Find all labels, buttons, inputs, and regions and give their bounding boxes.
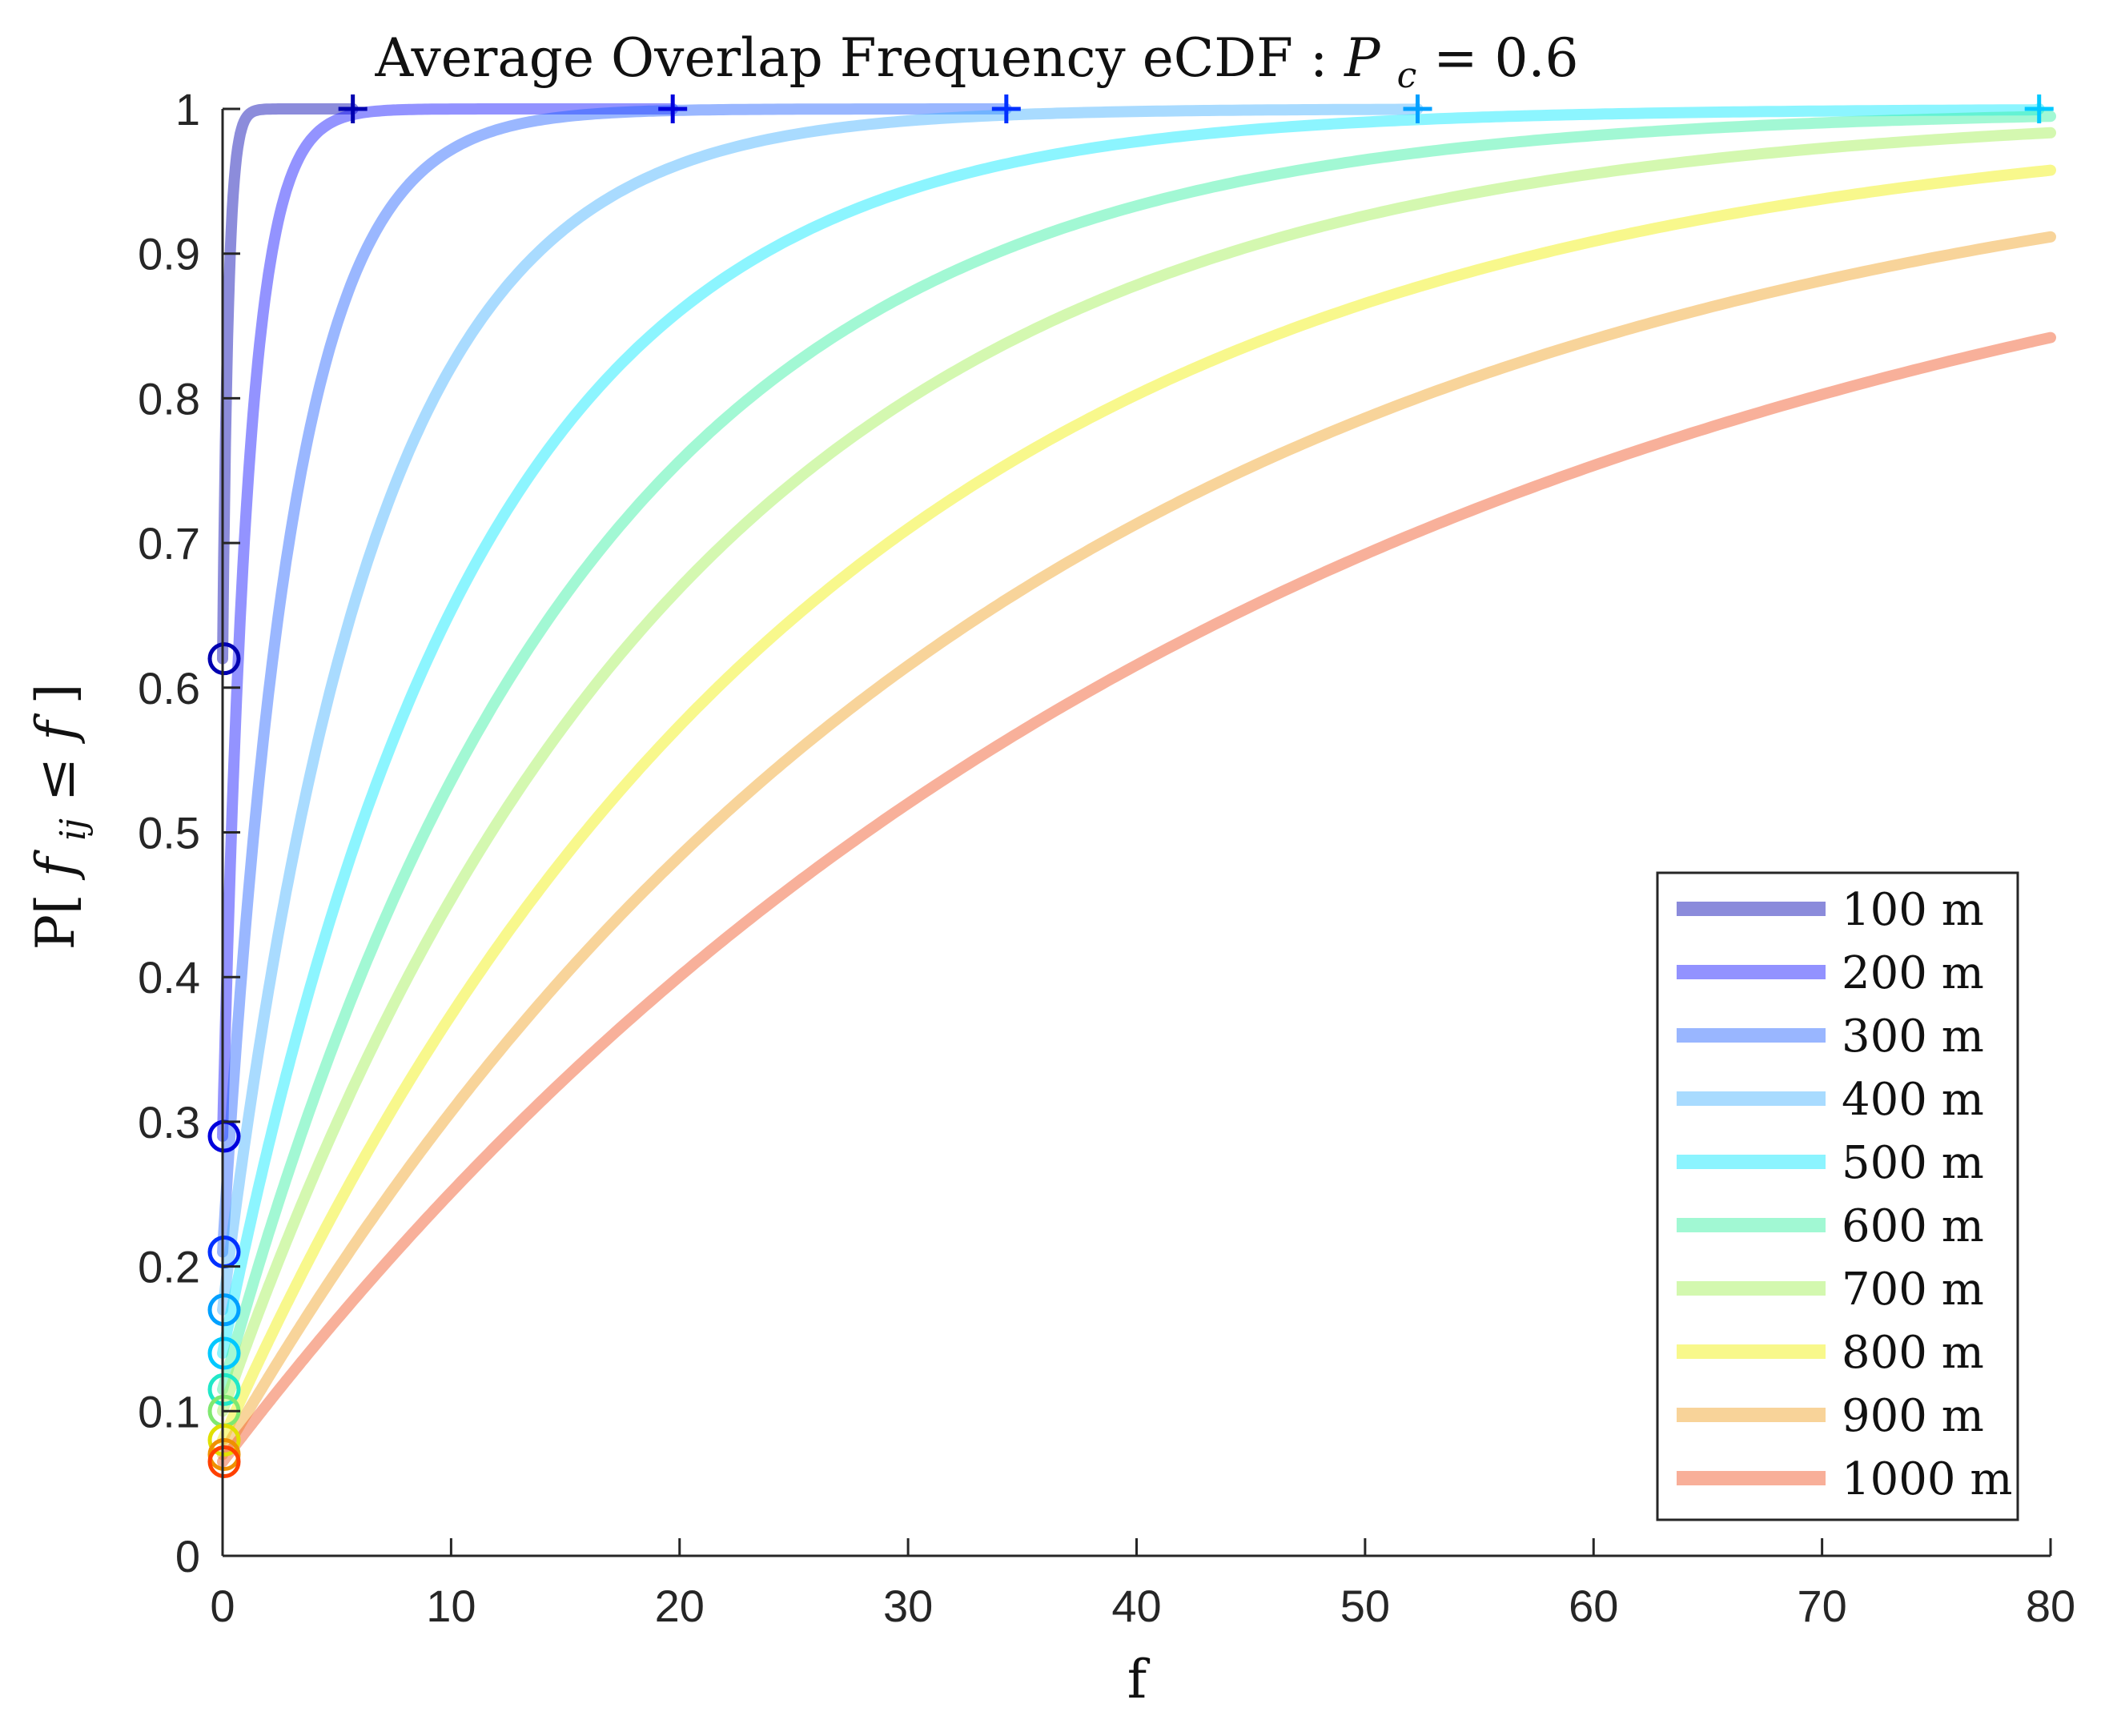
series-line-800-m xyxy=(217,164,2056,1446)
y-label-symbol: f xyxy=(25,849,86,881)
series-line-400-m xyxy=(217,103,1424,1316)
series-line-100-m xyxy=(217,103,359,665)
legend-label: 500 m xyxy=(1842,1137,1984,1189)
x-tick-label: 20 xyxy=(655,1581,705,1631)
series-line-500-m xyxy=(217,103,2045,1360)
y-tick-label: 0.3 xyxy=(138,1097,200,1147)
y-label-open: P[ xyxy=(25,894,86,950)
x-axis-label: f xyxy=(1127,1649,1151,1710)
start-marker-600-m xyxy=(207,1372,241,1406)
title-subscript: c xyxy=(1397,55,1417,96)
y-tick-label: 0.1 xyxy=(138,1386,200,1437)
y-tick-label: 0.2 xyxy=(138,1242,200,1292)
y-label-symbol-2: f xyxy=(25,713,86,745)
series-line-200-m xyxy=(217,103,679,1142)
x-tick-label: 60 xyxy=(1569,1581,1618,1631)
legend-label: 1000 m xyxy=(1842,1453,2012,1505)
end-marker-100-m xyxy=(338,94,368,123)
title-symbol: P xyxy=(1344,27,1381,89)
start-marker-500-m xyxy=(207,1336,241,1370)
y-tick-label: 0.6 xyxy=(138,663,200,713)
x-tick-label: 30 xyxy=(883,1581,933,1631)
x-tick-label: 10 xyxy=(426,1581,476,1631)
title-rest: = 0.6 xyxy=(1433,27,1578,89)
y-tick-label: 0.4 xyxy=(138,952,200,1003)
legend-label: 300 m xyxy=(1842,1011,1984,1063)
y-label-close: ] xyxy=(25,684,86,705)
series-line-1000-m xyxy=(217,332,2056,1468)
chart-title: Average Overlap Frequency eCDF : P c = 0… xyxy=(375,27,1579,100)
x-tick-label: 50 xyxy=(1340,1581,1390,1631)
series-line-300-m xyxy=(217,103,1012,1258)
y-tick-label: 0.7 xyxy=(138,518,200,569)
y-tick-label: 0.8 xyxy=(138,373,200,424)
y-tick-label: 1 xyxy=(175,84,200,135)
x-tick-label: 70 xyxy=(1797,1581,1846,1631)
legend-label: 400 m xyxy=(1842,1074,1984,1126)
legend-label: 100 m xyxy=(1842,884,1984,936)
y-label-subscript: ij xyxy=(53,818,94,841)
start-marker-1000-m xyxy=(207,1445,241,1479)
legend-label: 700 m xyxy=(1842,1264,1984,1316)
end-marker-500-m xyxy=(2024,94,2054,123)
end-marker-400-m xyxy=(1403,94,1432,123)
y-tick-label: 0.5 xyxy=(138,808,200,858)
legend-label: 800 m xyxy=(1842,1327,1984,1379)
legend-label: 600 m xyxy=(1842,1200,1984,1252)
y-label-relation: ≤ xyxy=(25,741,86,802)
y-tick-label: 0 xyxy=(175,1531,200,1581)
x-tick-label: 80 xyxy=(2026,1581,2075,1631)
svg-text:P[ f ij ≤: P[ f ij ≤ f ] xyxy=(25,684,98,950)
x-tick-label: 40 xyxy=(1111,1581,1161,1631)
end-marker-200-m xyxy=(658,94,688,123)
start-marker-400-m xyxy=(207,1293,241,1327)
legend: 100 m 200 m 300 m 400 m 500 m 600 m 700 m 800 m… xyxy=(1656,871,2019,1521)
y-axis-label: P[ f ij ≤ f ] xyxy=(25,684,98,950)
legend-label: 900 m xyxy=(1842,1390,1984,1442)
end-marker-300-m xyxy=(991,94,1021,123)
start-marker-100-m xyxy=(207,642,241,676)
y-tick-label: 0.9 xyxy=(138,229,200,279)
series-line-900-m xyxy=(217,231,2056,1461)
series-line-700-m xyxy=(217,127,2056,1417)
ticks: 0 10 20 30 40 50 60 70 80 0 0.1 0.2 0.3 0.4 0.5 0.6 0.7 0… xyxy=(138,84,2075,1631)
title-text: Average Overlap Frequency eCDF : xyxy=(375,27,1345,89)
svg-text:Average Overlap Frequency eCDF: Average Overlap Frequency eCDF : P c = 0… xyxy=(375,27,1579,100)
series-line-600-m xyxy=(217,111,2056,1396)
plot-area xyxy=(207,94,2056,1479)
legend-label: 200 m xyxy=(1842,947,1984,999)
legend-box xyxy=(1656,871,2019,1521)
start-marker-800-m xyxy=(207,1423,241,1457)
x-tick-label: 0 xyxy=(210,1581,235,1631)
